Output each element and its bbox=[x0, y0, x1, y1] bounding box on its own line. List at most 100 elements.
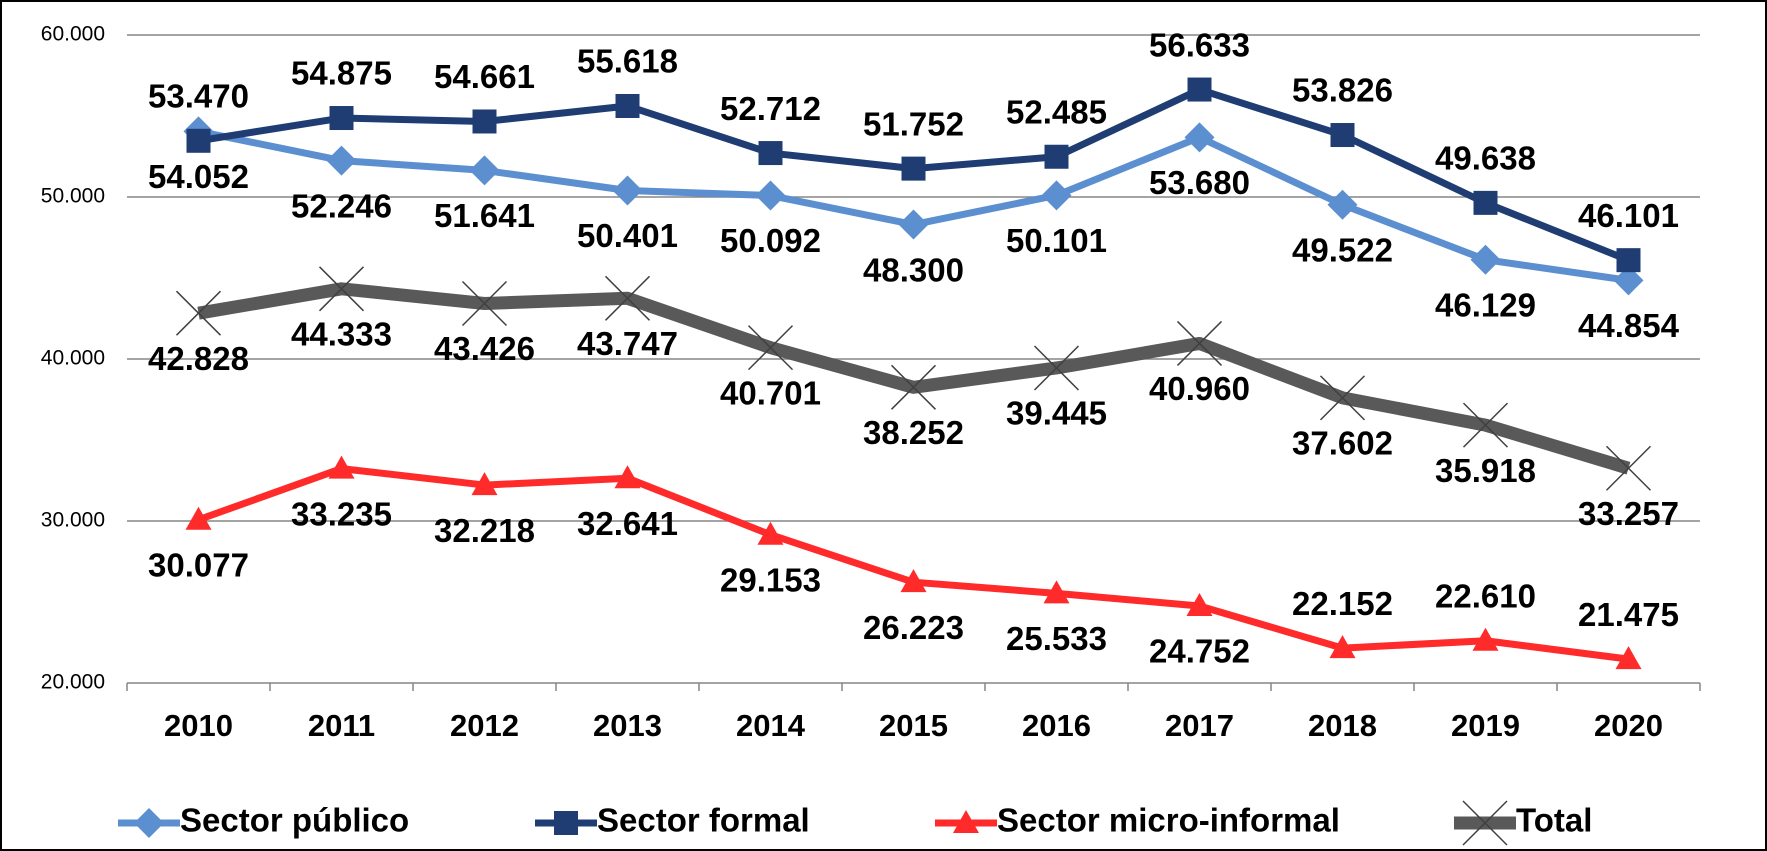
data-label: 25.533 bbox=[1006, 620, 1107, 657]
x-tick-label: 2012 bbox=[450, 708, 519, 743]
x-tick-label: 2013 bbox=[593, 708, 662, 743]
data-label: 56.633 bbox=[1149, 26, 1250, 63]
x-tick-label: 2015 bbox=[879, 708, 948, 743]
data-label: 40.960 bbox=[1149, 370, 1250, 407]
marker bbox=[1319, 375, 1366, 421]
marker bbox=[1470, 244, 1501, 275]
legend-label: Sector micro-informal bbox=[997, 802, 1340, 839]
marker bbox=[1044, 144, 1069, 169]
data-label: 53.826 bbox=[1292, 72, 1393, 109]
data-label: 50.401 bbox=[577, 217, 678, 254]
x-tick-label: 2010 bbox=[164, 708, 233, 743]
data-label: 42.828 bbox=[148, 340, 249, 377]
marker bbox=[1327, 189, 1358, 220]
marker bbox=[614, 465, 641, 489]
data-label: 46.129 bbox=[1435, 286, 1536, 323]
data-label: 49.638 bbox=[1435, 140, 1536, 177]
data-label: 33.257 bbox=[1578, 495, 1679, 532]
marker bbox=[612, 175, 643, 206]
x-tick-label: 2017 bbox=[1165, 708, 1234, 743]
data-label: 39.445 bbox=[1006, 395, 1107, 432]
data-label: 38.252 bbox=[863, 414, 964, 451]
data-label: 53.680 bbox=[1149, 164, 1250, 201]
data-label: 32.218 bbox=[434, 512, 535, 549]
data-label: 24.752 bbox=[1149, 633, 1250, 670]
legend-marker bbox=[134, 808, 164, 838]
marker bbox=[461, 280, 508, 327]
data-label: 55.618 bbox=[577, 43, 678, 80]
marker bbox=[890, 364, 937, 410]
marker bbox=[757, 521, 784, 545]
marker bbox=[1176, 320, 1223, 366]
marker bbox=[1329, 635, 1356, 659]
marker bbox=[1605, 445, 1652, 491]
y-tick-label: 30.000 bbox=[41, 509, 105, 532]
data-label: 43.426 bbox=[434, 330, 535, 367]
marker bbox=[1043, 580, 1070, 604]
data-label: 51.641 bbox=[434, 197, 535, 234]
marker bbox=[329, 106, 354, 131]
marker bbox=[1462, 402, 1509, 448]
data-label: 53.470 bbox=[148, 78, 249, 115]
x-tick-label: 2016 bbox=[1022, 708, 1091, 743]
marker bbox=[318, 266, 365, 312]
marker bbox=[185, 506, 212, 530]
x-tick-label: 2011 bbox=[308, 708, 375, 743]
y-tick-label: 60.000 bbox=[41, 23, 105, 46]
marker bbox=[1041, 180, 1072, 211]
marker bbox=[1330, 123, 1355, 148]
data-label: 52.246 bbox=[291, 187, 392, 224]
legend-label: Total bbox=[1516, 802, 1592, 839]
data-label: 46.101 bbox=[1578, 197, 1679, 234]
marker bbox=[747, 325, 794, 371]
data-label: 54.875 bbox=[291, 55, 392, 92]
legend-label: Sector formal bbox=[597, 802, 810, 839]
y-tick-label: 50.000 bbox=[41, 185, 105, 208]
marker bbox=[175, 290, 222, 336]
marker bbox=[758, 141, 783, 166]
data-label: 22.152 bbox=[1292, 585, 1393, 622]
legend-label: Sector público bbox=[180, 802, 409, 839]
data-label: 52.712 bbox=[720, 90, 821, 127]
legend-marker bbox=[1462, 800, 1508, 846]
x-tick-label: 2020 bbox=[1594, 708, 1663, 743]
marker bbox=[1186, 593, 1213, 617]
x-tick-label: 2014 bbox=[736, 708, 806, 743]
marker bbox=[604, 275, 651, 321]
marker bbox=[755, 180, 786, 211]
marker bbox=[1187, 77, 1212, 102]
marker bbox=[469, 155, 500, 186]
data-label: 50.092 bbox=[720, 222, 821, 259]
data-label: 49.522 bbox=[1292, 231, 1393, 268]
data-label: 26.223 bbox=[863, 609, 964, 646]
data-label: 51.752 bbox=[863, 105, 964, 142]
marker bbox=[898, 209, 929, 240]
data-label: 30.077 bbox=[148, 546, 249, 583]
data-label: 29.153 bbox=[720, 561, 821, 598]
marker bbox=[471, 472, 498, 496]
data-label: 40.701 bbox=[720, 374, 821, 411]
data-label: 21.475 bbox=[1578, 596, 1679, 633]
legend-marker bbox=[554, 811, 578, 835]
data-label: 54.661 bbox=[434, 58, 535, 95]
data-label: 54.052 bbox=[148, 158, 249, 195]
y-tick-label: 40.000 bbox=[41, 347, 105, 370]
marker bbox=[901, 156, 926, 181]
legend-marker bbox=[953, 810, 979, 833]
data-label: 44.854 bbox=[1578, 307, 1680, 344]
x-tick-label: 2018 bbox=[1308, 708, 1377, 743]
marker bbox=[1184, 122, 1215, 153]
data-label: 22.610 bbox=[1435, 577, 1536, 614]
data-label: 32.641 bbox=[577, 505, 678, 542]
marker bbox=[1616, 248, 1641, 273]
marker bbox=[328, 455, 355, 479]
data-label: 44.333 bbox=[291, 316, 392, 353]
data-label: 35.918 bbox=[1435, 452, 1536, 489]
marker bbox=[1615, 646, 1642, 670]
data-label: 50.101 bbox=[1006, 222, 1107, 259]
marker bbox=[186, 128, 211, 153]
marker bbox=[615, 93, 640, 118]
x-tick-label: 2019 bbox=[1451, 708, 1520, 743]
data-label: 33.235 bbox=[291, 495, 392, 532]
y-tick-label: 20.000 bbox=[41, 671, 105, 694]
